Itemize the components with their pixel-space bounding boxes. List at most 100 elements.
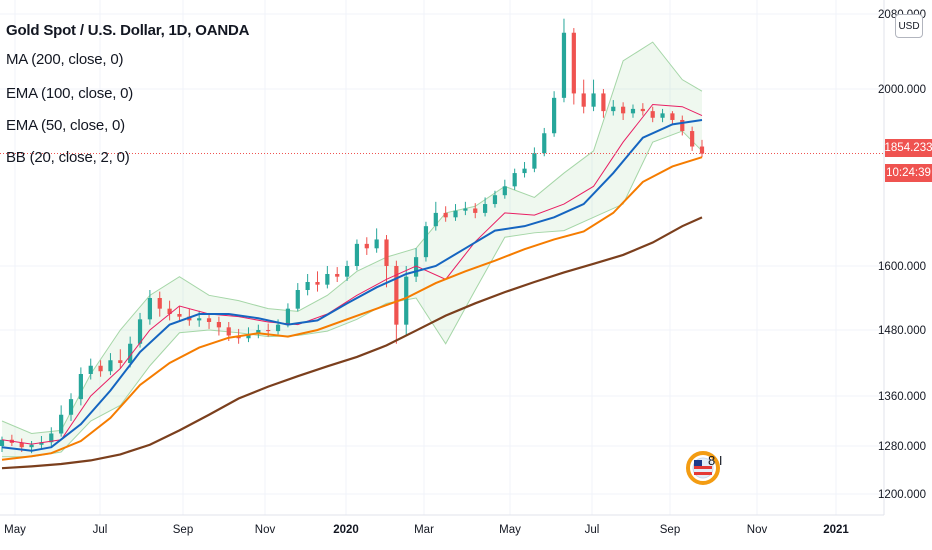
legend-bb[interactable]: BB (20, close, 2, 0) <box>6 149 130 166</box>
y-tick-label: 1600.000 <box>878 261 926 273</box>
y-tick-label: 1480.000 <box>878 325 926 337</box>
candle-body <box>344 266 350 277</box>
candle-body <box>49 433 54 443</box>
y-tick-label: 2000.000 <box>878 84 926 96</box>
candle-body <box>699 146 705 154</box>
candle-body <box>177 314 182 317</box>
candle-body <box>137 319 143 344</box>
candle-body <box>266 330 271 332</box>
bb-upper-line <box>1 41 703 435</box>
candle-body <box>404 276 409 325</box>
ma200-line <box>1 216 703 470</box>
symbol-title[interactable]: Gold Spot / U.S. Dollar, 1D, OANDA <box>6 22 250 39</box>
candle-body <box>374 239 379 249</box>
candle-body <box>108 360 113 372</box>
ema50-line <box>1 118 703 452</box>
x-tick-label: 2021 <box>823 524 849 536</box>
x-tick-label: May <box>499 524 521 536</box>
candle-body <box>423 226 429 258</box>
candle-body <box>690 131 695 147</box>
candle-body <box>335 274 340 277</box>
candle-body <box>364 243 369 249</box>
candle-body <box>39 442 44 445</box>
candle-body <box>206 318 212 322</box>
candle-body <box>118 360 123 363</box>
candle-body <box>216 322 222 328</box>
candle-body <box>147 298 152 320</box>
candle-body <box>413 257 419 277</box>
candle-body <box>157 298 162 309</box>
candle-body <box>29 444 34 448</box>
candle-body <box>128 343 133 363</box>
y-tick-label: 1360.000 <box>878 391 926 403</box>
bb-fill <box>2 42 702 457</box>
candle-body <box>0 439 5 446</box>
time-scale[interactable]: May Jul Sep Nov 2020 Mar May Jul Sep Nov 2021 <box>4 524 849 536</box>
x-tick-label: Jul <box>585 524 600 536</box>
candle-body <box>275 324 281 332</box>
candle-body <box>492 195 498 205</box>
candles <box>0 18 705 454</box>
bb-basis-line <box>1 103 703 445</box>
x-tick-label: Nov <box>747 524 768 536</box>
candle-body <box>246 334 251 339</box>
candle-body <box>670 113 675 120</box>
candle-body <box>463 208 468 211</box>
candle-body <box>394 266 399 325</box>
candle-body <box>226 327 231 336</box>
y-tick-label: 1200.000 <box>878 489 926 501</box>
countdown-tag: 10:24:39 <box>885 164 932 182</box>
candle-body <box>482 204 488 213</box>
candle-body <box>295 290 300 309</box>
x-tick-label: Sep <box>660 524 680 536</box>
candle-body <box>315 282 320 285</box>
candle-body <box>502 186 507 196</box>
moving-averages <box>1 103 703 470</box>
x-tick-label: Jul <box>93 524 108 536</box>
globe-flag-logo-icon <box>686 451 720 485</box>
candle-body <box>680 119 685 132</box>
candle-body <box>512 173 517 187</box>
candle-body <box>522 168 527 174</box>
candle-body <box>197 318 202 321</box>
candle-body <box>561 32 567 98</box>
candle-body <box>542 133 547 154</box>
axes <box>0 0 885 516</box>
last-price-tag: 1854.233 <box>885 139 932 157</box>
candle-body <box>552 97 557 134</box>
candle-body <box>98 365 103 372</box>
candle-body <box>68 399 74 415</box>
candle-body <box>443 212 448 218</box>
candle-body <box>621 106 626 114</box>
x-tick-label: Mar <box>414 524 434 536</box>
candle-body <box>59 414 64 434</box>
candle-body <box>19 442 24 448</box>
y-tick-label: 1280.000 <box>878 441 926 453</box>
x-tick-label: Sep <box>173 524 193 536</box>
candle-body <box>325 274 330 285</box>
candle-body <box>532 153 537 169</box>
candle-body <box>88 365 93 374</box>
grid <box>0 0 884 515</box>
candle-body <box>473 208 478 213</box>
candle-body <box>167 308 172 314</box>
legend-ema50[interactable]: EMA (50, close, 0) <box>6 117 125 134</box>
candle-body <box>601 93 606 112</box>
legend-ema100[interactable]: EMA (100, close, 0) <box>6 85 134 102</box>
candle-body <box>384 239 389 266</box>
legend-ma200[interactable]: MA (200, close, 0) <box>6 51 124 68</box>
candle-body <box>650 111 655 118</box>
candle-body <box>78 374 83 400</box>
candle-body <box>433 212 438 227</box>
candle-body <box>581 93 586 107</box>
bb-lower-line <box>2 130 703 458</box>
currency-button[interactable]: USD <box>895 14 923 38</box>
price-scale[interactable]: 1200.000 1280.000 1360.000 1480.000 1600.000… <box>878 9 926 501</box>
x-tick-label: Nov <box>255 524 276 536</box>
candle-body <box>453 210 458 218</box>
watermark-text: 8 I <box>708 453 723 468</box>
candle-body <box>611 106 616 112</box>
bollinger-bands <box>1 41 703 458</box>
